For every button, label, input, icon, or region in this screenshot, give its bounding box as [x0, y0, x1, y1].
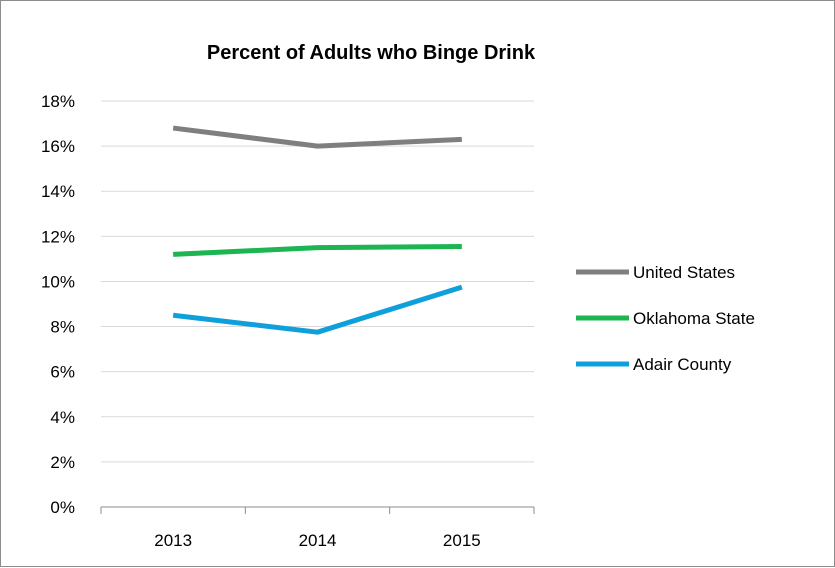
- y-tick-label: 6%: [50, 363, 75, 382]
- legend-label: Adair County: [633, 355, 732, 374]
- legend: United States Oklahoma State Adair County: [576, 263, 755, 374]
- series-line-adair-county: [172, 284, 463, 335]
- series-lines: [172, 125, 463, 335]
- x-axis: 2013 2014 2015: [100, 507, 535, 550]
- gridlines: [101, 100, 534, 508]
- x-tick-label: 2015: [443, 531, 481, 550]
- y-tick-label: 4%: [50, 408, 75, 427]
- y-tick-label: 18%: [41, 92, 75, 111]
- x-tick-label: 2013: [154, 531, 192, 550]
- series-line-oklahoma-state: [173, 243, 462, 257]
- y-tick-label: 12%: [41, 227, 75, 246]
- y-tick-label: 2%: [50, 453, 75, 472]
- chart-title: Percent of Adults who Binge Drink: [207, 42, 536, 64]
- y-tick-label: 8%: [50, 318, 75, 337]
- x-tick-label: 2014: [299, 531, 337, 550]
- series-line-united-states: [172, 125, 462, 149]
- y-tick-label: 16%: [41, 137, 75, 156]
- y-tick-label: 0%: [50, 498, 75, 517]
- y-tick-label: 14%: [41, 182, 75, 201]
- y-axis-ticks: 0% 2% 4% 6% 8% 10% 12% 14% 16% 18%: [41, 92, 75, 517]
- legend-label: United States: [633, 263, 735, 282]
- legend-label: Oklahoma State: [633, 309, 755, 328]
- y-tick-label: 10%: [41, 272, 75, 291]
